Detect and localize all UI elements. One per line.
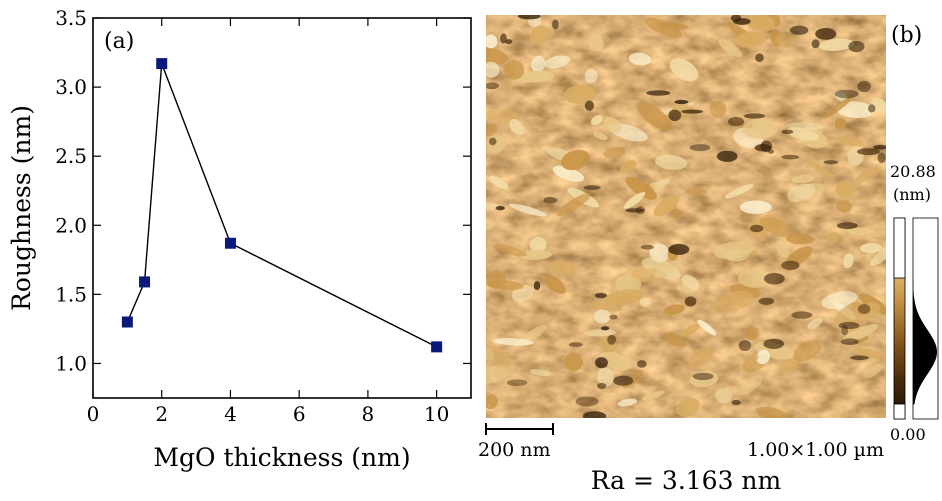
x-tick-label: 6 bbox=[293, 402, 306, 426]
data-point bbox=[431, 341, 443, 353]
afm-grains bbox=[486, 15, 886, 418]
afm-panel: (b) 20.88 (nm) 0.00 200 nm 1.00×1.00 µm … bbox=[478, 15, 939, 495]
x-tick-label: 2 bbox=[155, 402, 168, 426]
data-point bbox=[121, 316, 133, 328]
y-axis-ticks: 1.0 1.5 2.0 2.5 3.0 3.5 bbox=[55, 6, 471, 375]
data-point bbox=[156, 58, 168, 70]
panel-label-a: (a) bbox=[104, 29, 134, 54]
roughness-chart: (a) 0 2 4 6 8 10 1.0 1.5 2.0 2.5 3.0 3.5 MgO thick… bbox=[7, 6, 472, 472]
y-tick-label: 3.5 bbox=[55, 6, 87, 30]
series-markers bbox=[121, 58, 443, 353]
x-tick-label: 10 bbox=[424, 402, 449, 426]
colorbar-bottom-white bbox=[893, 403, 906, 420]
roughness-caption: Ra = 3.163 nm bbox=[591, 466, 782, 495]
colorbar-unit-label: (nm) bbox=[893, 185, 931, 204]
x-tick-label: 0 bbox=[87, 402, 100, 426]
y-tick-label: 3.0 bbox=[55, 75, 87, 99]
height-histogram bbox=[913, 278, 937, 405]
series-line bbox=[126, 63, 437, 348]
scale-bar bbox=[485, 423, 554, 435]
y-tick-label: 2.5 bbox=[55, 144, 87, 168]
y-tick-label: 1.0 bbox=[55, 351, 87, 375]
data-point bbox=[224, 237, 236, 249]
x-axis-label: MgO thickness (nm) bbox=[153, 443, 410, 472]
y-axis-label: Roughness (nm) bbox=[7, 105, 36, 311]
afm-image bbox=[486, 15, 886, 418]
data-point bbox=[139, 276, 151, 288]
panel-label-b: (b) bbox=[891, 23, 922, 48]
y-tick-label: 2.0 bbox=[55, 213, 87, 237]
colorbar-min-label: 0.00 bbox=[890, 425, 926, 444]
colorbar-top-white bbox=[893, 217, 906, 279]
x-axis-ticks: 0 2 4 6 8 10 bbox=[87, 18, 449, 426]
plot-frame bbox=[92, 17, 472, 399]
scale-bar-label: 200 nm bbox=[478, 439, 551, 461]
x-tick-label: 8 bbox=[362, 402, 375, 426]
colorbar-max-label: 20.88 bbox=[890, 162, 936, 181]
x-tick-label: 4 bbox=[224, 402, 237, 426]
scan-size-label: 1.00×1.00 µm bbox=[747, 439, 884, 461]
y-tick-label: 1.5 bbox=[55, 282, 87, 306]
